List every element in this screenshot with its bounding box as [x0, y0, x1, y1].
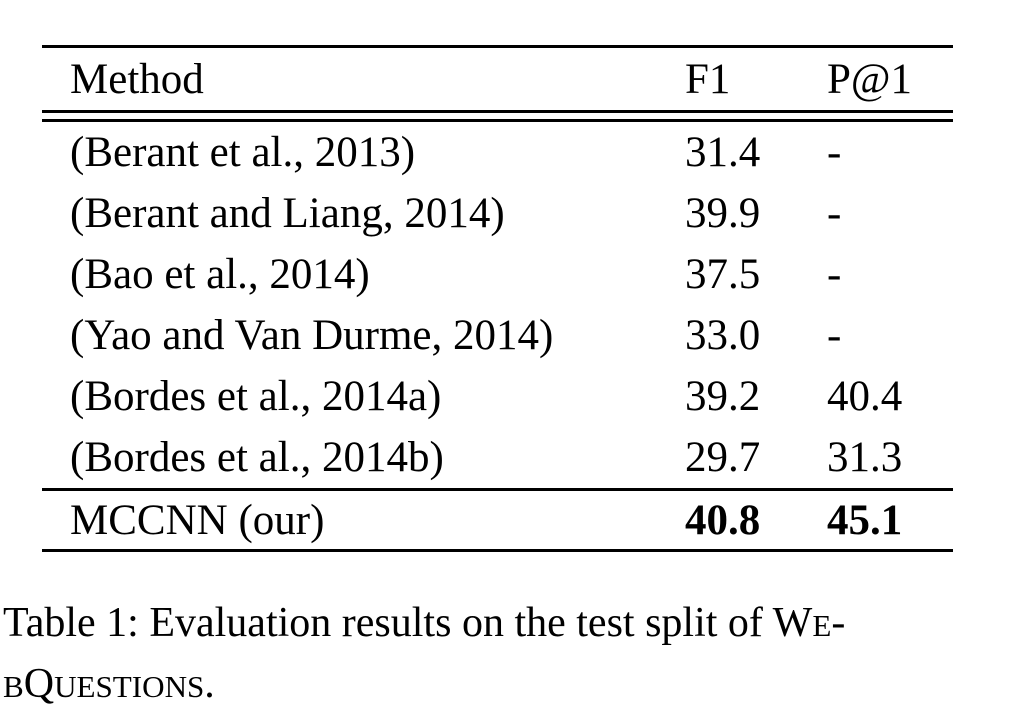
f1-cell-bold: 40.8 [685, 488, 827, 552]
col-header-p1: P@1 [827, 46, 953, 113]
table-row-mccnn: MCCNN (our) 40.8 45.1 [42, 488, 953, 552]
caption-hyphen: - [831, 600, 846, 646]
method-cell: (Bao et al., 2014) [70, 251, 370, 298]
p1-cell: 31.3 [827, 434, 903, 481]
caption-line-1: Table 1: Evaluation results on the test … [3, 594, 1022, 655]
table-header: Method F1 P@1 [42, 46, 953, 122]
table-row: (Bao et al., 2014) 37.5 - [42, 244, 953, 305]
table-highlight-section: MCCNN (our) 40.8 45.1 [42, 488, 953, 552]
method-cell: MCCNN (our) [42, 488, 685, 552]
p1-cell: - [827, 129, 842, 176]
p1-cell-bold: 45.1 [827, 488, 953, 552]
caption-smallcaps-q-cap: Q [23, 661, 55, 707]
table-row: (Bordes et al., 2014b) 29.7 31.3 [42, 427, 953, 490]
method-cell: (Berant and Liang, 2014) [70, 190, 505, 237]
caption-period: . [204, 661, 215, 707]
table-row: (Yao and Van Durme, 2014) 33.0 - [42, 305, 953, 366]
method-cell: (Bordes et al., 2014a) [70, 373, 442, 420]
caption-text: Table 1: Evaluation results on the test … [3, 600, 773, 646]
double-rule-spacer [42, 111, 953, 122]
table-row: (Berant and Liang, 2014) 39.9 - [42, 183, 953, 244]
f1-cell: 31.4 [685, 129, 761, 176]
table-caption: Table 1: Evaluation results on the test … [3, 594, 1022, 716]
p1-cell: - [827, 190, 842, 237]
p1-cell: 40.4 [827, 373, 903, 420]
header-row: Method F1 P@1 [42, 46, 953, 113]
f1-cell: 39.2 [685, 373, 761, 420]
p1-cell: - [827, 251, 842, 298]
f1-cell: 37.5 [685, 251, 761, 298]
caption-line-2: BQUESTIONS. [3, 655, 1022, 716]
col-header-f1: F1 [685, 46, 827, 113]
p1-cell: - [827, 312, 842, 359]
caption-smallcaps-b: B [3, 669, 24, 704]
f1-cell: 33.0 [685, 312, 761, 359]
table-row: (Bordes et al., 2014a) 39.2 40.4 [42, 366, 953, 427]
table-row: (Berant et al., 2013) 31.4 - [42, 121, 953, 184]
table-body: (Berant et al., 2013) 31.4 - (Berant and… [42, 121, 953, 490]
double-rule [42, 111, 953, 122]
caption-smallcaps-rest: UESTIONS [54, 669, 205, 704]
col-header-method: Method [42, 46, 685, 113]
method-cell: (Berant et al., 2013) [70, 129, 416, 176]
results-table: Method F1 P@1 (Berant et al., 2013) 31.4… [42, 45, 953, 552]
caption-smallcaps-we-small: E [812, 608, 832, 643]
f1-cell: 29.7 [685, 434, 761, 481]
caption-smallcaps-we-cap: W [772, 600, 813, 646]
method-cell: (Bordes et al., 2014b) [70, 434, 444, 481]
f1-cell: 39.9 [685, 190, 761, 237]
method-cell: (Yao and Van Durme, 2014) [70, 312, 554, 359]
